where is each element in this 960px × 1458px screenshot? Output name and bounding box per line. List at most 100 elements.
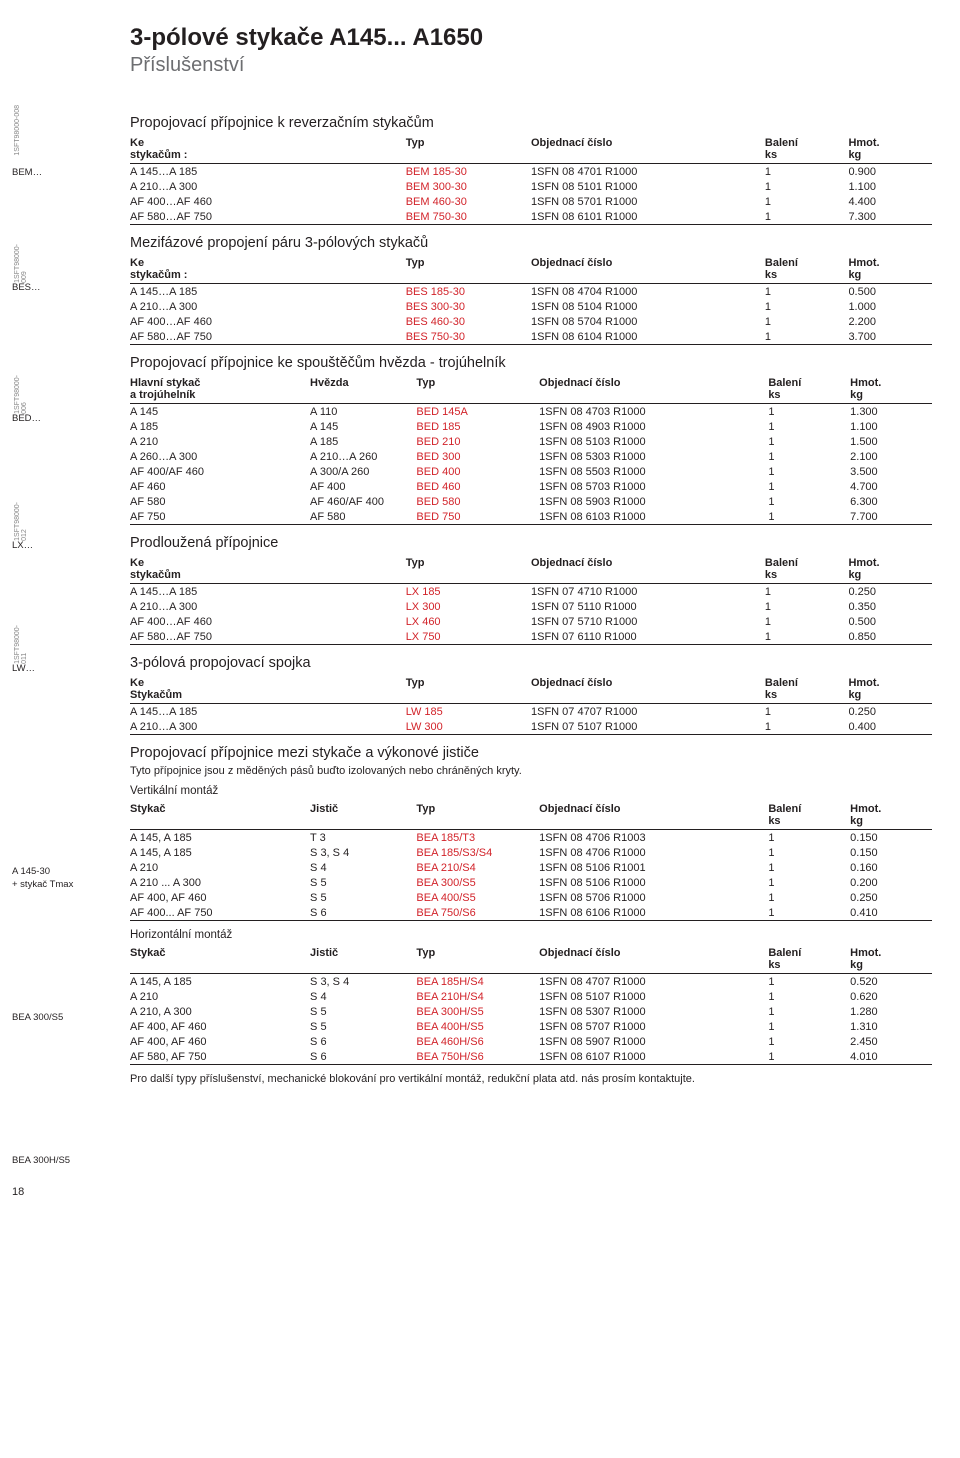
- table-row: A 210…A 300BEM 300-301SFN 08 5101 R10001…: [130, 179, 932, 194]
- cell: BEA 300/S5: [416, 875, 539, 890]
- data-table: Kestykačům :TypObjednací čísloBaleníksHm…: [130, 135, 932, 225]
- table-row: A 210S 4BEA 210H/S41SFN 08 5107 R100010.…: [130, 989, 932, 1004]
- table-row: AF 400/AF 460A 300/A 260BED 4001SFN 08 5…: [130, 464, 932, 479]
- cell: 1SFN 08 5103 R1000: [539, 434, 768, 449]
- table-row: A 260…A 300A 210…A 260BED 3001SFN 08 530…: [130, 449, 932, 464]
- code-lx: 1SFT98000-012: [14, 502, 28, 541]
- label-lx: LX…: [12, 540, 130, 551]
- col-header: Hmot.kg: [848, 675, 932, 704]
- cell: S 3, S 4: [310, 974, 416, 990]
- col-header: Jistič: [310, 945, 416, 974]
- cell: 1: [768, 875, 850, 890]
- col-header: Objednací číslo: [539, 801, 768, 830]
- cell: 1SFN 07 5110 R1000: [531, 599, 765, 614]
- code-bem: 1SFT98000-008: [14, 105, 21, 156]
- cell: BEM 300-30: [406, 179, 531, 194]
- cell: 2.100: [850, 449, 932, 464]
- cell: A 210: [130, 989, 310, 1004]
- cell: A 300/A 260: [310, 464, 416, 479]
- table-row: A 145…A 185LW 1851SFN 07 4707 R100010.25…: [130, 704, 932, 720]
- cell: 1SFN 07 4707 R1000: [531, 704, 765, 720]
- col-header: KeStykačům: [130, 675, 406, 704]
- cell: 1: [765, 329, 849, 345]
- cell: S 5: [310, 1019, 416, 1034]
- cell: 1: [768, 464, 850, 479]
- cell: S 4: [310, 860, 416, 875]
- cell: AF 750: [130, 509, 310, 525]
- cell: AF 400, AF 460: [130, 1034, 310, 1049]
- cell: BEA 210H/S4: [416, 989, 539, 1004]
- table-row: AF 400, AF 460S 5BEA 400/S51SFN 08 5706 …: [130, 890, 932, 905]
- cell: 1SFN 07 5710 R1000: [531, 614, 765, 629]
- cell: 1: [768, 449, 850, 464]
- cell: S 3, S 4: [310, 845, 416, 860]
- cell: LX 300: [406, 599, 531, 614]
- cell: 1SFN 08 5303 R1000: [539, 449, 768, 464]
- cell: A 210…A 300: [130, 719, 406, 735]
- cell: BEA 400H/S5: [416, 1019, 539, 1034]
- col-header: Typ: [406, 675, 531, 704]
- cell: BES 750-30: [406, 329, 531, 345]
- section-title: 3-pólová propojovací spojka: [130, 655, 932, 671]
- cell: 0.160: [850, 860, 932, 875]
- footnote: Pro další typy příslušenství, mechanické…: [130, 1073, 932, 1085]
- cell: 1SFN 08 5307 R1000: [539, 1004, 768, 1019]
- cell: 1.500: [850, 434, 932, 449]
- col-header: Typ: [416, 801, 539, 830]
- cell: 0.250: [850, 890, 932, 905]
- cell: 4.010: [850, 1049, 932, 1065]
- cell: S 4: [310, 989, 416, 1004]
- col-header: Hmot.kg: [848, 255, 932, 284]
- cell: 1: [765, 629, 849, 645]
- cell: AF 400, AF 460: [130, 890, 310, 905]
- table-row: A 185A 145BED 1851SFN 08 4903 R100011.10…: [130, 419, 932, 434]
- cell: BED 750: [416, 509, 539, 525]
- label-bea300hs5: BEA 300H/S5: [12, 1155, 130, 1166]
- cell: LW 300: [406, 719, 531, 735]
- section-sub: Tyto přípojnice jsou z měděných pásů buď…: [130, 765, 932, 777]
- cell: BEA 185H/S4: [416, 974, 539, 990]
- cell: 1SFN 08 5106 R1001: [539, 860, 768, 875]
- cell: AF 400…AF 460: [130, 194, 406, 209]
- cell: 1SFN 08 5907 R1000: [539, 1034, 768, 1049]
- cell: 1: [765, 314, 849, 329]
- cell: 2.200: [848, 314, 932, 329]
- cell: 1SFN 08 4903 R1000: [539, 419, 768, 434]
- table-row: AF 400... AF 750S 6BEA 750/S61SFN 08 610…: [130, 905, 932, 921]
- cell: S 5: [310, 875, 416, 890]
- cell: 1: [768, 1004, 850, 1019]
- cell: BEA 460H/S6: [416, 1034, 539, 1049]
- cell: A 145, A 185: [130, 830, 310, 846]
- cell: 1SFN 08 4703 R1000: [539, 404, 768, 420]
- cell: 0.250: [848, 704, 932, 720]
- col-header: Hmot.kg: [848, 555, 932, 584]
- col-header: Typ: [416, 945, 539, 974]
- label-bed: BED…: [12, 413, 130, 424]
- col-header: Objednací číslo: [531, 555, 765, 584]
- table-row: A 210…A 300LX 3001SFN 07 5110 R100010.35…: [130, 599, 932, 614]
- table-row: AF 580AF 460/AF 400BED 5801SFN 08 5903 R…: [130, 494, 932, 509]
- cell: 1SFN 08 6103 R1000: [539, 509, 768, 525]
- cell: BES 185-30: [406, 284, 531, 300]
- cell: BES 460-30: [406, 314, 531, 329]
- cell: 6.300: [850, 494, 932, 509]
- cell: 1SFN 08 5503 R1000: [539, 464, 768, 479]
- cell: 1: [768, 830, 850, 846]
- cell: AF 580…AF 750: [130, 629, 406, 645]
- cell: A 185: [130, 419, 310, 434]
- table-row: AF 750AF 580BED 7501SFN 08 6103 R100017.…: [130, 509, 932, 525]
- cell: 0.620: [850, 989, 932, 1004]
- cell: S 5: [310, 890, 416, 905]
- cell: 1: [765, 614, 849, 629]
- cell: 1: [768, 1049, 850, 1065]
- col-header: Jistič: [310, 801, 416, 830]
- cell: LX 185: [406, 584, 531, 600]
- cell: BEA 185/S3/S4: [416, 845, 539, 860]
- page-title: 3-pólové stykače A145... A1650: [130, 24, 932, 52]
- col-header: Kestykačům :: [130, 135, 406, 164]
- cell: BED 460: [416, 479, 539, 494]
- section-title: Propojovací přípojnice mezi stykače a vý…: [130, 745, 932, 761]
- label-bes: BES…: [12, 282, 130, 293]
- cell: 1: [768, 974, 850, 990]
- cell: A 110: [310, 404, 416, 420]
